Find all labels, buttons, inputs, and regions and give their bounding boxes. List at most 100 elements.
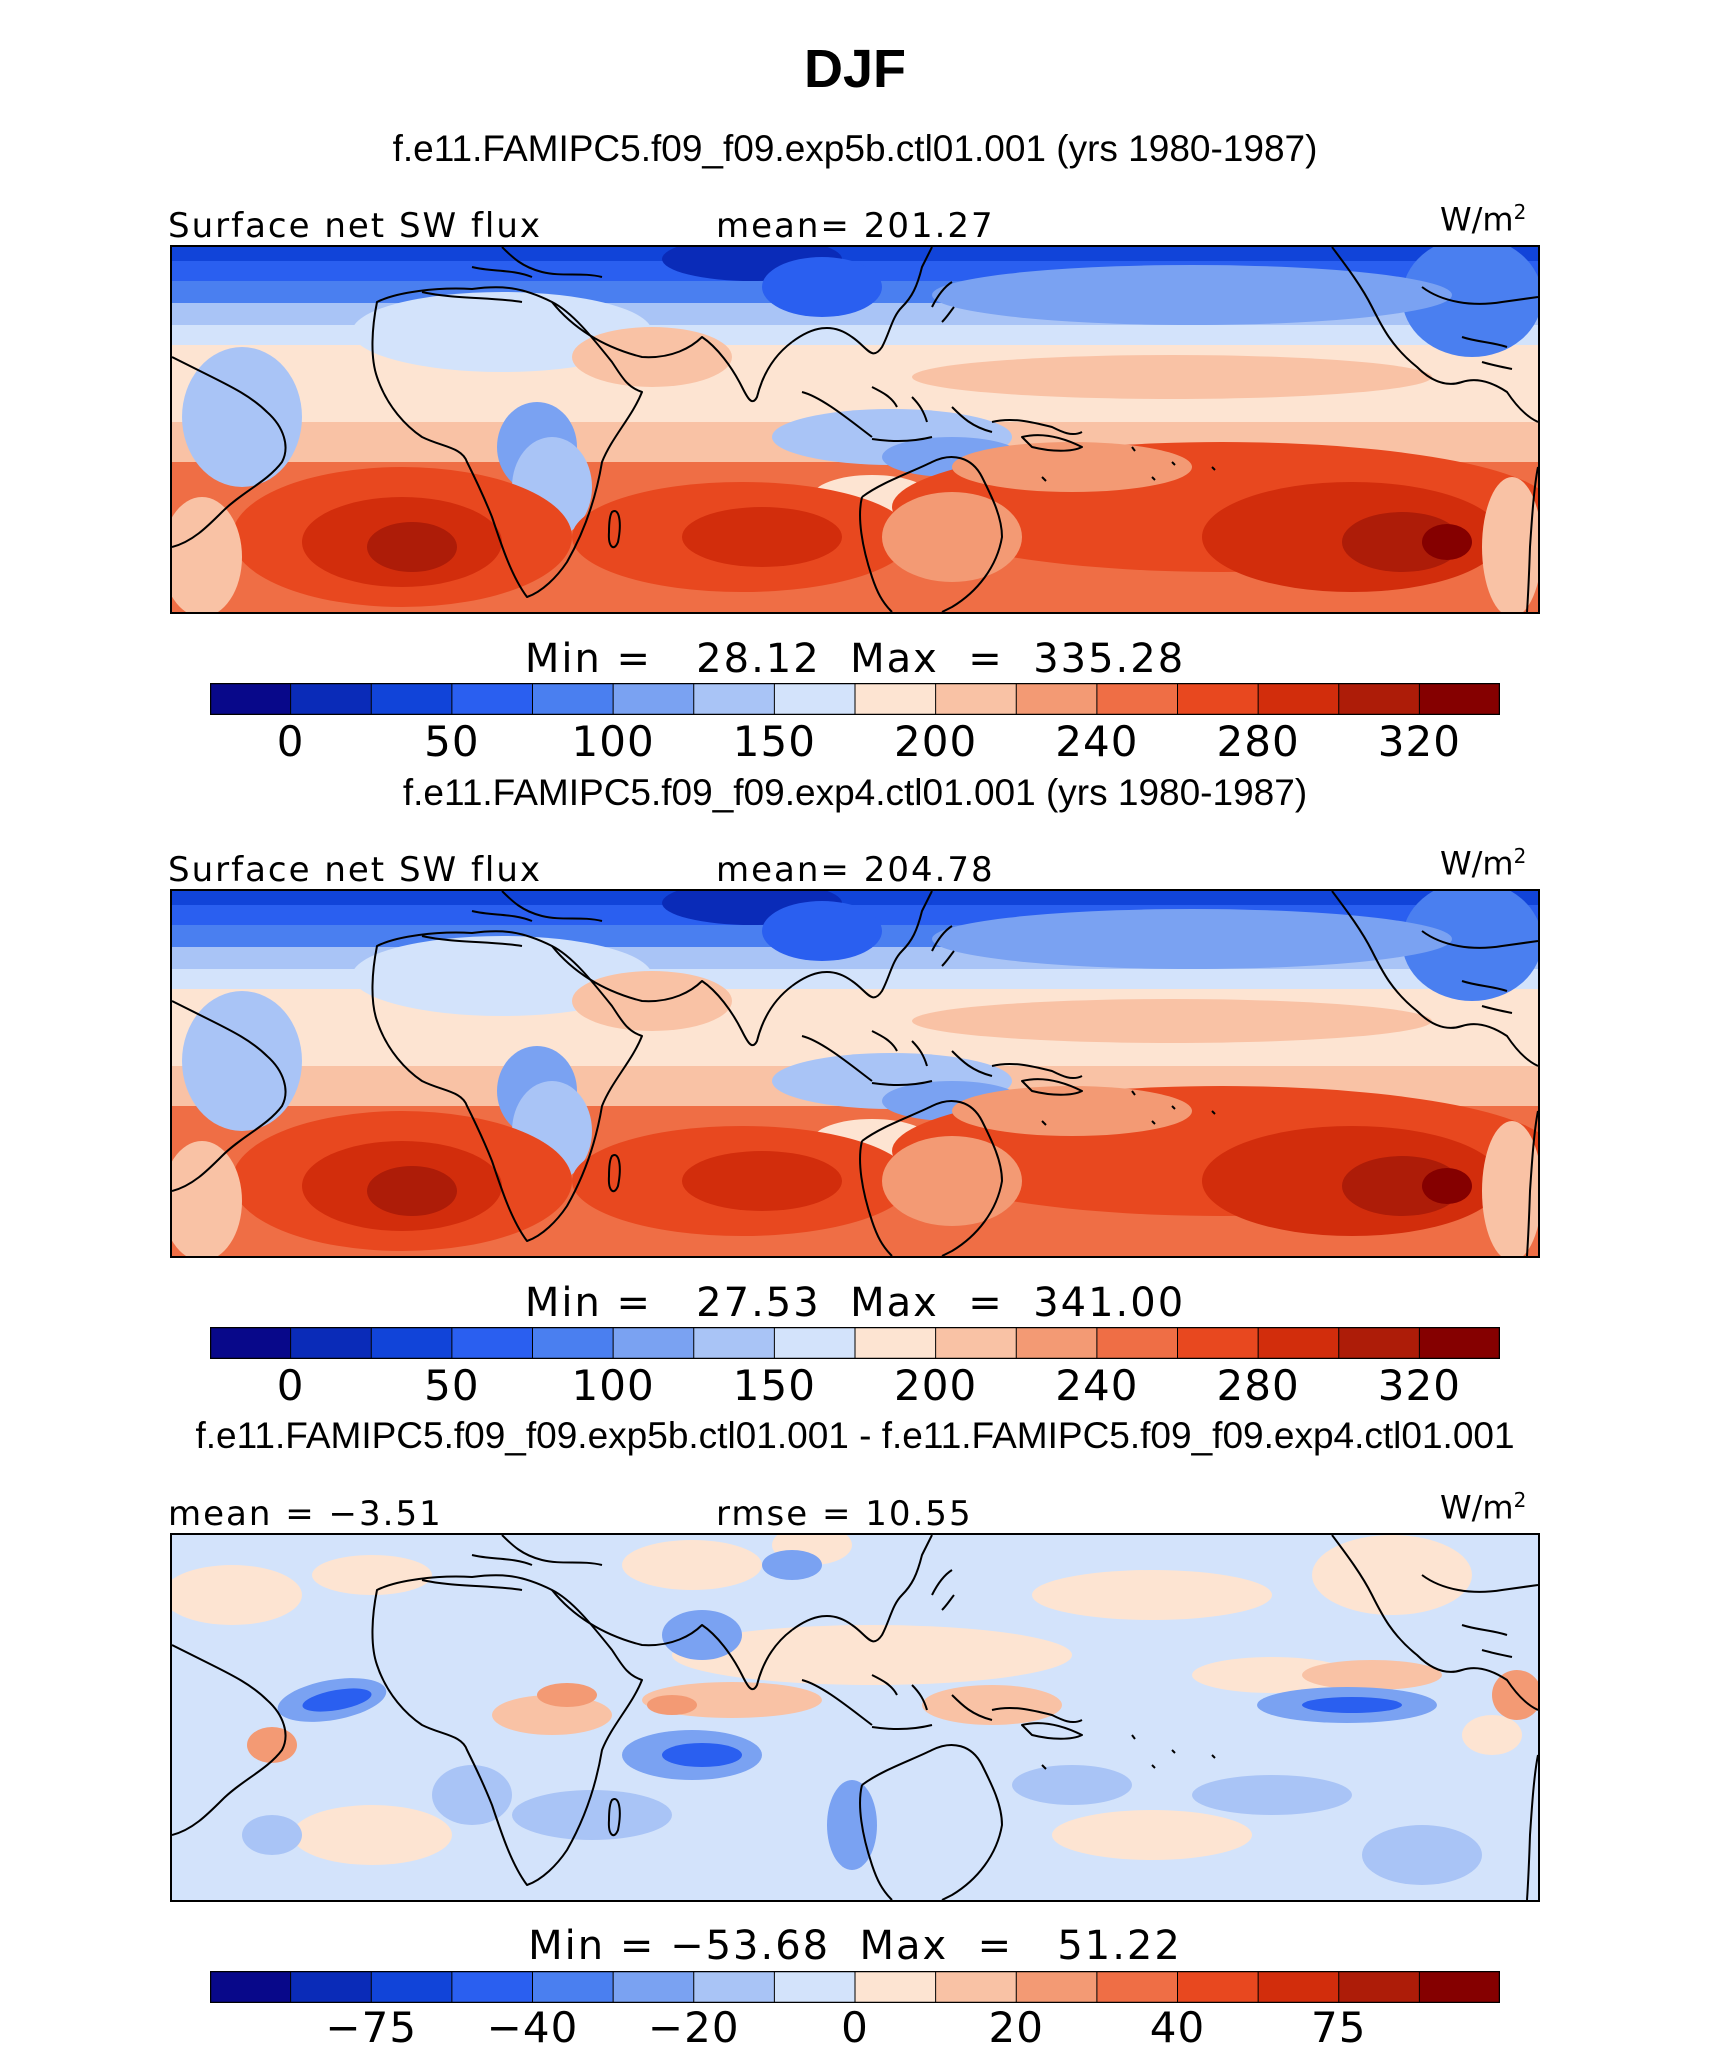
colorbar-box: [612, 683, 695, 715]
panel-1-min-max: Min = 28.12 Max = 335.28: [524, 636, 1186, 682]
coastline: [551, 945, 793, 1047]
colorbar-box: [612, 1971, 695, 2003]
coastline: [172, 1644, 287, 1836]
colorbar-box: [210, 1971, 292, 2003]
colorbar-box: [1177, 1971, 1260, 2003]
coastline: [791, 891, 933, 999]
coastline: [859, 1744, 1003, 1900]
panel-2-colorbar: [210, 1327, 1500, 1359]
panel-2-map: [170, 889, 1540, 1258]
panel-2-mean-label: mean= 204.78: [716, 850, 995, 890]
coastline: [1461, 980, 1513, 1014]
panel-3-rmse-label: rmse = 10.55: [716, 1494, 973, 1534]
colorbar-box: [1096, 1971, 1179, 2003]
colorbar-box: [773, 1971, 856, 2003]
colorbar-box: [290, 1327, 373, 1359]
panel-1-map: [170, 245, 1540, 614]
panel-1-colorbar: [210, 683, 1500, 715]
coastline: [551, 1589, 793, 1691]
colorbar-box: [451, 1327, 534, 1359]
coastline: [371, 286, 643, 598]
panel-2-colorbar-labels: 0 50 100 150 200 240 280 320: [0, 1361, 1710, 1410]
coastline: [607, 1154, 621, 1193]
colorbar-tick-label: 200: [894, 717, 978, 766]
colorbar-box: [451, 683, 534, 715]
colorbar-tick-label: −40: [486, 2003, 579, 2052]
colorbar-tick-label: 0: [276, 717, 305, 766]
colorbar-tick-label: 320: [1377, 717, 1461, 766]
colorbar-box: [693, 1327, 776, 1359]
coastline: [1041, 1734, 1216, 1770]
coastline: [1526, 1754, 1538, 1900]
colorbar-tick-label: 100: [571, 1361, 655, 1410]
coastline: [1331, 891, 1538, 1067]
colorbar-box: [532, 1971, 615, 2003]
coastline: [801, 1035, 1083, 1087]
coastline: [1041, 1090, 1216, 1126]
coastline: [551, 301, 793, 403]
colorbar-box: [612, 1327, 695, 1359]
colorbar-tick-label: 320: [1377, 1361, 1461, 1410]
coastline: [931, 281, 955, 323]
coastline: [1526, 1110, 1538, 1256]
colorbar-box: [854, 683, 937, 715]
colorbar-box: [935, 683, 1018, 715]
coastline: [1331, 1535, 1538, 1711]
coastline: [1461, 336, 1513, 370]
coastline: [871, 1674, 928, 1711]
colorbar-box: [210, 1327, 292, 1359]
panel-1-mean-label: mean= 201.27: [716, 206, 995, 246]
colorbar-box: [532, 683, 615, 715]
colorbar-tick-label: 150: [732, 717, 816, 766]
colorbar-box: [1177, 1327, 1260, 1359]
panel-1-variable-label: Surface net SW flux: [168, 206, 543, 246]
colorbar-tick-label: 240: [1055, 1361, 1139, 1410]
panel-1-title: f.e11.FAMIPC5.f09_f09.exp5b.ctl01.001 (y…: [392, 128, 1318, 169]
colorbar-box: [773, 1327, 856, 1359]
colorbar-tick-label: 75: [1311, 2003, 1367, 2052]
coastline: [859, 1100, 1003, 1256]
coastline: [931, 1569, 955, 1611]
coastline: [859, 456, 1003, 612]
colorbar-tick-label: −20: [647, 2003, 740, 2052]
coastline: [607, 510, 621, 549]
colorbar-box: [370, 1327, 453, 1359]
colorbar-tick-label: 0: [841, 2003, 869, 2052]
panel-3-mean-label: mean = −3.51: [168, 1494, 443, 1534]
panel-3-colorbar: [210, 1971, 1500, 2003]
coastline: [1421, 286, 1538, 305]
panel-1-colorbar-labels: 0 50 100 150 200 240 280 320: [0, 717, 1710, 766]
colorbar-box: [773, 683, 856, 715]
coastline: [931, 925, 955, 967]
colorbar-box: [693, 683, 776, 715]
colorbar-box: [1257, 683, 1340, 715]
colorbar-box: [1177, 683, 1260, 715]
coastline: [1421, 930, 1538, 949]
coastline: [371, 1574, 643, 1886]
colorbar-tick-label: 50: [424, 1361, 480, 1410]
colorbar-box: [370, 1971, 453, 2003]
coastline: [1331, 247, 1538, 423]
colorbar-box: [1015, 683, 1098, 715]
colorbar-box: [1096, 683, 1179, 715]
colorbar-tick-label: 280: [1216, 717, 1300, 766]
coastline: [1421, 1574, 1538, 1593]
panel-1-units: W/m2: [1440, 200, 1527, 239]
colorbar-box: [1418, 1327, 1500, 1359]
panel-2-variable-label: Surface net SW flux: [168, 850, 543, 890]
coastline: [801, 1679, 1083, 1731]
colorbar-box: [532, 1327, 615, 1359]
colorbar-tick-label: 50: [424, 717, 480, 766]
coastline: [871, 1030, 928, 1067]
coastline: [1461, 1624, 1513, 1658]
coastline: [791, 1535, 933, 1643]
panel-2-min-max: Min = 27.53 Max = 341.00: [524, 1280, 1186, 1326]
colorbar-box: [451, 1971, 534, 2003]
panel-3-title: f.e11.FAMIPC5.f09_f09.exp5b.ctl01.001 - …: [195, 1415, 1515, 1456]
colorbar-box: [1257, 1971, 1340, 2003]
colorbar-box: [935, 1971, 1018, 2003]
colorbar-box: [1418, 683, 1500, 715]
panel-2-title: f.e11.FAMIPC5.f09_f09.exp4.ctl01.001 (yr…: [402, 772, 1308, 813]
panel-3-map: [170, 1533, 1540, 1902]
colorbar-box: [1015, 1971, 1098, 2003]
